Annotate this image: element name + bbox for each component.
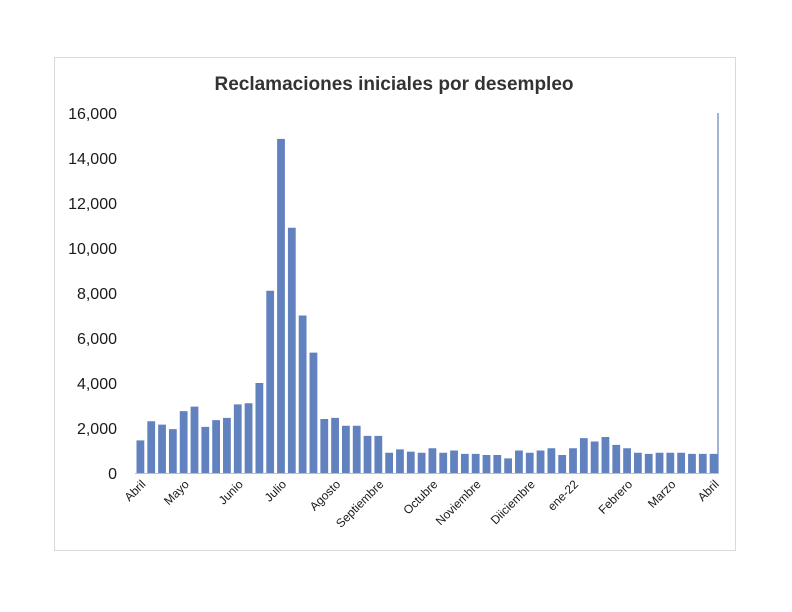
bar [601,437,610,473]
bar [374,435,383,474]
bar [471,453,480,474]
bar [579,438,588,474]
bar [417,452,426,473]
bar [298,315,307,473]
bar [547,448,556,473]
x-tick-label: Agosto [307,477,344,514]
x-tick-label: Marzo [645,477,679,511]
bar [612,444,621,474]
x-tick-label: Septiembre [333,477,387,531]
y-tick-label: 10,000 [68,241,117,258]
bar [255,383,264,473]
chart-title: Reclamaciones iniciales por desempleo [214,74,573,95]
x-tick-label: Mayo [161,477,192,508]
y-axis-ticks: 0 2,000 4,000 6,000 8,000 10,000 12,000 14,000 1… [68,106,117,483]
bar [168,429,177,474]
bar [342,425,350,473]
bar [493,455,502,473]
bar [666,452,675,473]
x-tick-label: Abril [695,477,722,504]
bar [352,425,361,473]
bar [644,453,653,474]
y-tick-label: 0 [108,466,117,483]
bar [569,448,577,473]
bar [525,452,534,473]
bar [320,419,329,473]
x-tick-label: Diiciembre [488,477,538,527]
bar [406,451,415,474]
bar [201,426,210,474]
bar [536,450,545,473]
bar [363,435,372,474]
bar [634,452,642,473]
bar [688,453,696,474]
chart-frame [54,57,736,551]
bar [623,448,631,473]
bar [590,441,599,473]
bar [504,458,513,474]
bar [244,403,253,473]
bar [655,452,664,473]
bar [158,424,166,474]
bar [277,138,285,474]
x-tick-label: Julio [262,477,290,505]
bar [396,449,404,474]
bar [450,450,458,473]
x-tick-label: Noviembre [433,477,484,528]
x-tick-label: Junio [216,477,246,507]
bar [266,290,275,473]
bar [287,227,296,473]
bar [460,453,469,474]
bar [190,406,199,474]
bar [428,448,437,473]
y-tick-label: 14,000 [68,151,117,168]
bar [709,453,718,474]
y-tick-label: 8,000 [77,286,117,303]
bar [136,440,145,474]
bar [439,452,448,473]
bar [558,455,567,473]
y-tick-label: 12,000 [68,196,117,213]
bar [515,450,523,473]
y-tick-label: 16,000 [68,106,117,123]
x-tick-label: Febrero [596,477,636,517]
x-tick-label: Abril [122,477,149,504]
bar [223,417,231,474]
bar [698,453,707,474]
bar [385,452,394,473]
bar [677,452,686,473]
bar [212,420,221,474]
x-tick-label: ene-22 [545,477,582,514]
bar [179,411,188,474]
bar [147,421,156,473]
bar [482,455,491,473]
bar [309,352,318,474]
y-tick-label: 2,000 [77,421,117,438]
bar [331,417,339,474]
bar [233,404,242,474]
y-tick-label: 4,000 [77,376,117,393]
bars [136,138,718,474]
x-tick-label: Octubre [400,477,440,517]
y-tick-label: 6,000 [77,331,117,348]
